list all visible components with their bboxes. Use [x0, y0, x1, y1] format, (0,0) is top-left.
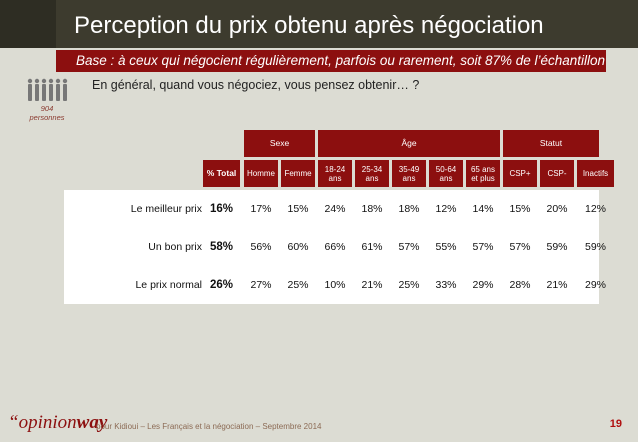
group-header-statut: Statut [503, 130, 599, 157]
table-cell: 25% [287, 279, 309, 291]
table-row [64, 190, 599, 228]
column-header: 25-34 ans [355, 160, 389, 187]
footer-text: pour Kidioui – Les Français et la négoci… [96, 422, 322, 431]
table-cell: 14% [472, 203, 494, 215]
column-header-line1: % Total [206, 168, 237, 178]
table-cell: 57% [509, 241, 531, 253]
column-header-line1: Homme [246, 169, 275, 178]
table-cell: 58% [209, 241, 234, 253]
logo-quote: “ [8, 412, 19, 433]
row-label: Un bon prix [148, 241, 202, 253]
table-cell: 57% [472, 241, 494, 253]
column-header-line1: Femme [284, 169, 312, 178]
table-cell: 15% [509, 203, 531, 215]
opinionway-logo: “opinionway [8, 412, 107, 434]
group-header-sexe: Sexe [244, 130, 315, 157]
column-header: 65 ans et plus [466, 160, 500, 187]
table-cell: 18% [398, 203, 420, 215]
table-cell: 66% [324, 241, 346, 253]
logo-part-way: way [76, 412, 108, 433]
table-cell: 25% [398, 279, 420, 291]
table-cell: 18% [361, 203, 383, 215]
table-cell: 29% [584, 279, 606, 291]
table-cell: 56% [250, 241, 272, 253]
column-header: % Total [203, 160, 240, 187]
column-header: 18-24 ans [318, 160, 352, 187]
logo-part-opinion: opinion [18, 412, 77, 433]
column-header: Inactifs [577, 160, 614, 187]
page-title: Perception du prix obtenu après négociat… [74, 12, 544, 39]
sample-count: 904 [40, 104, 54, 113]
column-header: Homme [244, 160, 278, 187]
table-cell: 27% [250, 279, 272, 291]
column-header-line1: 65 ans [470, 164, 496, 174]
table-cell: 10% [324, 279, 346, 291]
column-header-line1: 35-49 [398, 164, 420, 174]
table-cell: 12% [435, 203, 457, 215]
table-cell: 20% [546, 203, 568, 215]
question-text: En général, quand vous négociez, vous pe… [92, 78, 420, 92]
table-cell: 29% [472, 279, 494, 291]
table-cell: 59% [546, 241, 568, 253]
table-row [64, 228, 599, 266]
column-header-line1: 18-24 [324, 164, 346, 174]
column-header-line2: et plus [471, 173, 495, 183]
column-header-line1: Inactifs [582, 169, 609, 178]
table-row [64, 266, 599, 304]
column-header: CSP+ [503, 160, 537, 187]
subtitle-bar: Base : à ceux qui négocient régulièremen… [56, 50, 606, 72]
title-bar-accent [0, 0, 56, 48]
row-label: Le meilleur prix [130, 203, 202, 215]
table-cell: 16% [209, 203, 234, 215]
table-cell: 57% [398, 241, 420, 253]
column-header-line2: ans [402, 173, 416, 183]
table-cell: 24% [324, 203, 346, 215]
column-header-line1: 25-34 [361, 164, 383, 174]
table-cell: 61% [361, 241, 383, 253]
column-header: Femme [281, 160, 315, 187]
table-cell: 33% [435, 279, 457, 291]
table-cell: 12% [584, 203, 606, 215]
table-cell: 21% [361, 279, 383, 291]
row-label: Le prix normal [135, 279, 202, 291]
table-cell: 21% [546, 279, 568, 291]
group-header-age: Âge [318, 130, 500, 157]
table-cell: 59% [584, 241, 606, 253]
table-cell: 55% [435, 241, 457, 253]
sample-size: 904 personnes [22, 104, 72, 122]
base-subtitle: Base : à ceux qui négocient régulièremen… [76, 53, 606, 68]
table-cell: 17% [250, 203, 272, 215]
column-header-line1: CSP+ [509, 169, 531, 178]
column-header: 50-64 ans [429, 160, 463, 187]
column-header-line2: ans [328, 173, 342, 183]
column-header-line1: CSP- [547, 169, 567, 178]
table-cell: 15% [287, 203, 309, 215]
people-icon [27, 78, 68, 101]
page-number: 19 [609, 418, 622, 430]
sample-unit: personnes [29, 113, 65, 122]
column-header: CSP- [540, 160, 574, 187]
table-cell: 26% [209, 279, 234, 291]
title-bar: Perception du prix obtenu après négociat… [0, 0, 638, 48]
table-cell: 60% [287, 241, 309, 253]
table-cell: 28% [509, 279, 531, 291]
column-header-line2: ans [365, 173, 379, 183]
column-header-line1: 50-64 [435, 164, 457, 174]
column-header: 35-49 ans [392, 160, 426, 187]
column-header-line2: ans [439, 173, 453, 183]
